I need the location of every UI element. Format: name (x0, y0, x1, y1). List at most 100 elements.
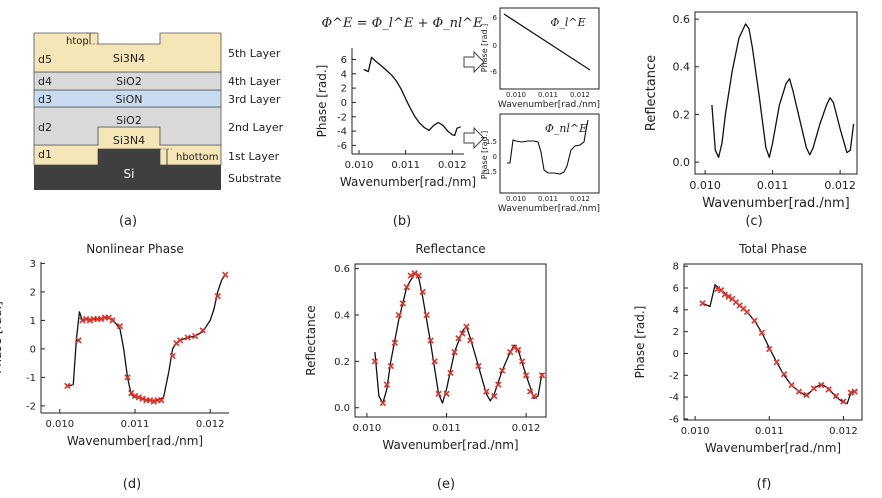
chart-e-marker (522, 372, 530, 379)
inset-bottom-line (507, 119, 589, 175)
inset-top-xtick-3: 0.012 (570, 91, 590, 99)
chart-c-series-line (711, 23, 855, 158)
chart-e-marker (511, 344, 518, 351)
chart-b-ytick-label: 0 (341, 98, 347, 109)
chart-d-marker (86, 317, 94, 324)
chart-panel-c: 0.010 0.011 0.012 0.0 0.2 0.4 0.6 Wavenumber[ra… (644, 11, 858, 211)
chart-c-ytick-label: 0.0 (673, 156, 691, 169)
chart-e-marker (491, 392, 498, 400)
chart-e-marker (423, 311, 430, 319)
chart-b-ytick-label: 4 (341, 69, 347, 80)
chart-d-ytick-label: -2 (26, 401, 36, 412)
chart-f-marker (721, 291, 728, 298)
chart-d-ylabel: Phase [rad.] (0, 301, 4, 374)
layer-5-name: 5th Layer (228, 47, 281, 60)
chart-b-ytick-label: 6 (341, 55, 347, 66)
chart-e-marker (459, 330, 466, 337)
chart-e-marker (451, 348, 458, 356)
chart-b-xtick-label: 0.011 (391, 160, 420, 171)
chart-e-marker (431, 358, 438, 365)
chart-f-series-line (702, 284, 858, 405)
chart-f-ytick-label: -2 (669, 371, 679, 382)
chart-d-marker (214, 293, 221, 300)
chart-e-xlabel: Wavenumber[rad./nm] (382, 438, 518, 452)
arrow-to-inset-top (463, 50, 485, 74)
chart-c-xtick-label: 0.011 (757, 179, 789, 192)
d2-label: d2 (38, 121, 52, 134)
chart-e-title: Reflectance (415, 242, 485, 256)
chart-c-ytick-label: 0.2 (673, 108, 691, 121)
chart-e-marker (427, 337, 434, 344)
chart-f-ytick-label: 4 (673, 305, 679, 316)
inset-top-xtick-1: 0.010 (506, 91, 526, 99)
chart-f-marker (818, 381, 825, 389)
chart-d-ytick-label: 0 (30, 344, 36, 355)
chart-e-xtick-label: 0.010 (353, 423, 382, 434)
chart-d-ytick-label: 3 (30, 259, 36, 270)
d5-label: d5 (38, 53, 52, 66)
inset-bottom-xtick-2: 0.011 (538, 195, 558, 203)
chart-d-marker (146, 397, 154, 404)
chart-d-xtick-label: 0.010 (45, 419, 74, 430)
d3-label: d3 (38, 93, 52, 106)
chart-f-xtick-label: 0.011 (755, 426, 784, 437)
chart-e-marker (443, 390, 450, 397)
chart-e-ytick-label: 0.2 (334, 357, 350, 368)
chart-panel-e: 0.010 0.011 0.012 0.0 0.2 0.4 0.6 Wavenumber[ra… (304, 242, 547, 452)
chart-e-marker (467, 337, 474, 344)
layer-1-name: 1st Layer (228, 150, 280, 163)
chart-d-marker (158, 397, 165, 404)
d4-label: d4 (38, 75, 52, 88)
chart-e-marker (530, 392, 538, 400)
chart-d-marker (79, 317, 86, 324)
chart-e-marker (387, 362, 394, 370)
chart-e-marker (475, 362, 482, 370)
inset-bottom-frame (499, 113, 600, 194)
substrate-name: Substrate (228, 172, 282, 185)
chart-d-marker (64, 382, 71, 390)
caption-f: (f) (757, 477, 772, 492)
layer-1-material: Si3N4 (113, 134, 145, 147)
chart-b-ytick-label: -4 (337, 127, 347, 138)
inset-bottom-ytick-3: -1.5 (483, 168, 497, 176)
chart-f-marker (780, 371, 788, 378)
chart-c-xtick-label: 0.010 (689, 179, 721, 192)
panel-b-extras: Φ^E = Φ_l^E + Φ_nl^E Φ_l^E 6 0 -6 0.010 … (321, 7, 600, 229)
chart-f-xlabel: Wavenumber[rad./nm] (705, 441, 841, 455)
chart-b-ylabel: Phase [rad.] (315, 65, 329, 138)
chart-e-xtick-label: 0.011 (432, 423, 461, 434)
chart-e-marker (371, 358, 379, 365)
chart-e-marker (499, 367, 506, 374)
caption-d: (d) (123, 477, 141, 492)
chart-d-marker (116, 322, 124, 330)
chart-d-marker (184, 334, 191, 341)
chart-f-ytick-label: 8 (673, 262, 679, 273)
inset-bottom-xtick-1: 0.010 (506, 195, 526, 203)
panel-b-equation: Φ^E = Φ_l^E + Φ_nl^E (321, 16, 483, 31)
chart-e-ytick-label: 0.0 (334, 403, 350, 414)
chart-b-ytick-label: -6 (337, 141, 347, 152)
chart-f-ytick-label: 0 (673, 349, 679, 360)
chart-f-title: Total Phase (738, 242, 807, 256)
chart-e-marker (447, 369, 454, 377)
layer-3-material: SiON (116, 93, 143, 106)
chart-b-xtick-label: 0.010 (345, 160, 374, 171)
chart-f-marker (803, 391, 810, 399)
panel-a-diagram: Si3N4 SiO2 SiON SiO2 Si3N4 Si d5 d4 d3 d… (33, 32, 284, 229)
caption-c: (c) (745, 214, 762, 229)
layer-4-name: 4th Layer (228, 75, 281, 88)
chart-d-marker (222, 271, 229, 278)
chart-f-xtick-label: 0.010 (681, 426, 710, 437)
inset-top-xtick-2: 0.011 (538, 91, 558, 99)
chart-f-ytick-label: -4 (669, 393, 679, 404)
inset-top-line (503, 13, 591, 71)
chart-f-marker (773, 359, 780, 366)
chart-f-marker (795, 388, 803, 395)
chart-d-marker (176, 337, 184, 344)
chart-e-marker (538, 372, 546, 379)
caption-b: (b) (393, 214, 411, 229)
layer-5-material: Si3N4 (113, 52, 145, 65)
chart-e-ylabel: Reflectance (304, 305, 318, 375)
caption-a: (a) (119, 214, 137, 229)
